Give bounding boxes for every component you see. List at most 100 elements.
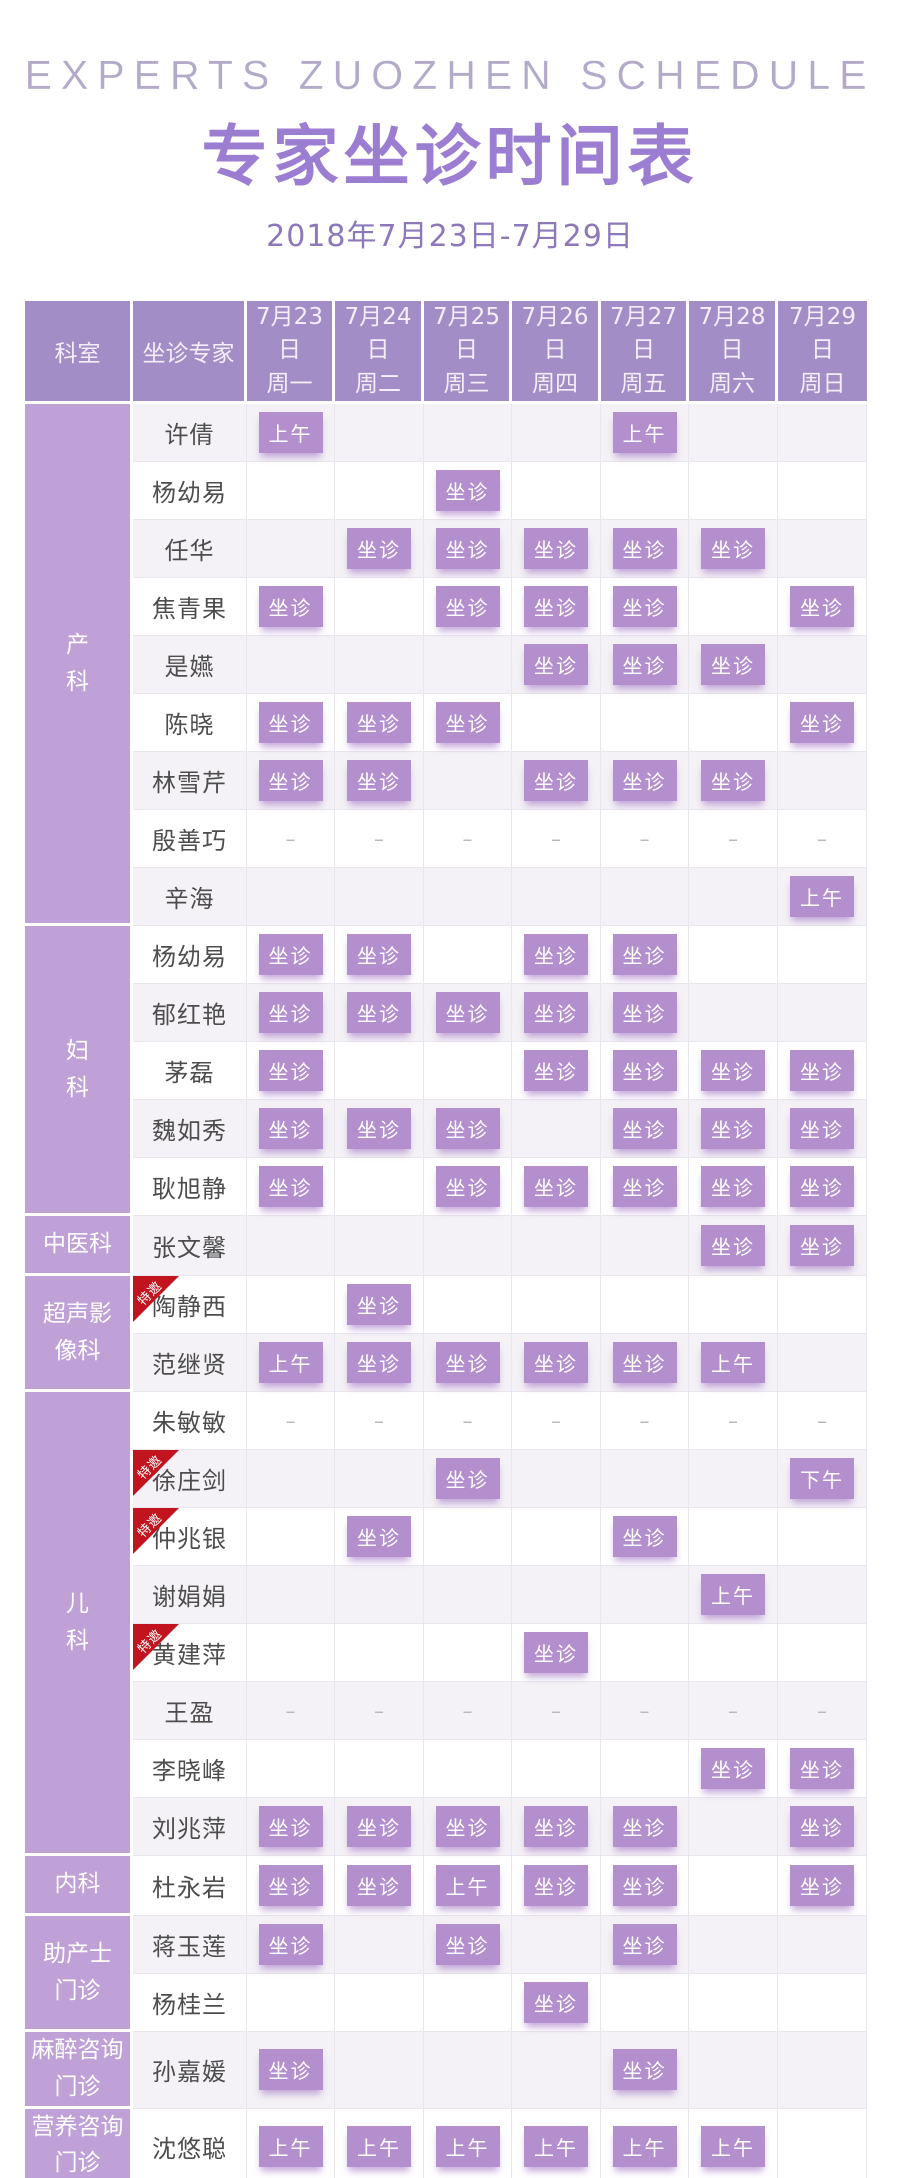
- session-badge: 坐诊: [524, 760, 588, 802]
- session-badge: 坐诊: [524, 934, 588, 976]
- english-title: EXPERTS ZUOZHEN SCHEDULE: [24, 52, 876, 98]
- schedule-row: 儿科朱敏敏 – – – – – – –: [25, 1392, 867, 1857]
- expert-name: 杨桂兰: [152, 1991, 227, 2020]
- schedule-cell: 坐诊: [424, 1158, 512, 1217]
- expert-name: 蒋玉莲: [152, 1933, 227, 1962]
- schedule-row: 内科 杜永岩 坐诊 坐诊 上午 坐诊 坐诊 坐诊: [25, 1856, 867, 1917]
- schedule-cell: [778, 984, 867, 1043]
- schedule-cell: [512, 462, 601, 521]
- schedule-cell: [247, 868, 335, 927]
- schedule-cell: –: [778, 1682, 867, 1741]
- schedule-cell: [512, 404, 601, 463]
- schedule-cell: –: [689, 1682, 778, 1741]
- session-badge: 坐诊: [612, 1108, 677, 1150]
- session-badge: 坐诊: [612, 586, 677, 628]
- schedule-cell: [335, 2032, 424, 2109]
- schedule-cell: –: [512, 1392, 601, 1451]
- session-badge: 坐诊: [701, 528, 765, 570]
- session-badge: 坐诊: [347, 1865, 411, 1907]
- session-badge: 坐诊: [524, 1166, 588, 1208]
- schedule-cell: [689, 404, 778, 463]
- schedule-cell: –: [601, 1682, 689, 1741]
- schedule-cell: 坐诊: [424, 578, 512, 637]
- day-header-weekday: 周日: [799, 370, 846, 397]
- schedule-cell: 坐诊: [778, 1158, 867, 1217]
- schedule-cell: 上午: [512, 2108, 601, 2178]
- schedule-cell: [689, 462, 778, 521]
- schedule-cell: [424, 404, 512, 463]
- special-invite-ribbon: 特邀: [133, 1508, 179, 1555]
- schedule-cell: [247, 1276, 335, 1335]
- department-label: 门诊: [54, 2150, 101, 2177]
- department-cell: 产科: [25, 404, 133, 927]
- schedule-cell: [512, 868, 601, 927]
- schedule-row: 超声影 像科 特邀 陶静西 坐诊: [25, 1276, 867, 1393]
- no-session-dash: –: [639, 826, 650, 851]
- day-header-weekday: 周三: [443, 370, 490, 397]
- session-badge: 上午: [790, 876, 854, 918]
- department-cell: 麻醉咨询 门诊: [25, 2032, 133, 2109]
- expert-name: 李晓峰: [152, 1757, 227, 1786]
- session-badge: 坐诊: [612, 1865, 677, 1907]
- day-header-date: 7月25日: [433, 304, 500, 364]
- schedule-cell: [424, 1042, 512, 1101]
- schedule-cell: [601, 1740, 689, 1799]
- schedule-cell: –: [247, 1392, 335, 1451]
- schedule-cell: [778, 752, 867, 811]
- schedule-cell: [335, 462, 424, 521]
- schedule-cell: [512, 1100, 601, 1159]
- expert-name-cell: 林雪芹: [133, 752, 247, 811]
- session-badge: 坐诊: [701, 1225, 765, 1267]
- special-invite-ribbon: 特邀: [133, 1450, 179, 1497]
- schedule-cell: [512, 1450, 601, 1509]
- session-badge: 上午: [612, 2125, 677, 2167]
- session-badge: 坐诊: [524, 1982, 588, 2024]
- day-header-6: 7月28日 周六: [689, 301, 778, 405]
- no-session-dash: –: [817, 1408, 827, 1433]
- schedule-cell: [512, 694, 601, 753]
- schedule-cell: 坐诊: [601, 752, 689, 811]
- schedule-cell: 坐诊: [424, 1334, 512, 1393]
- expert-name: 刘兆萍: [152, 1815, 227, 1844]
- department-label: 科: [66, 668, 89, 695]
- session-badge: 坐诊: [701, 760, 765, 802]
- schedule-row: 是嬿 坐诊 坐诊 坐诊: [25, 636, 867, 695]
- schedule-cell: [778, 1566, 867, 1625]
- department-cell: 助产士 门诊: [25, 1916, 133, 2033]
- schedule-cell: 坐诊: [424, 462, 512, 521]
- session-badge: 坐诊: [524, 992, 588, 1034]
- session-badge: 坐诊: [435, 470, 500, 512]
- schedule-row: 任华 坐诊 坐诊 坐诊 坐诊 坐诊: [25, 520, 867, 579]
- schedule-cell: 坐诊: [601, 1042, 689, 1101]
- expert-name-cell: 王盈: [133, 1682, 247, 1741]
- schedule-row: 助产士 门诊 蒋玉莲 坐诊 坐诊 坐诊: [25, 1916, 867, 2033]
- schedule-cell: 坐诊: [601, 926, 689, 985]
- header-department: 科室: [25, 301, 133, 405]
- expert-name-cell: 范继贤: [133, 1334, 247, 1393]
- schedule-cell: –: [424, 1682, 512, 1741]
- schedule-cell: [424, 1276, 512, 1335]
- schedule-row: 林雪芹 坐诊 坐诊 坐诊 坐诊 坐诊: [25, 752, 867, 811]
- session-badge: 坐诊: [612, 1924, 677, 1966]
- schedule-cell: [424, 1624, 512, 1683]
- no-session-dash: –: [551, 1698, 561, 1723]
- session-badge: 坐诊: [701, 1050, 765, 1092]
- no-session-dash: –: [462, 826, 473, 851]
- schedule-cell: [689, 694, 778, 753]
- header-row: 科室 坐诊专家 7月23日 周一 7月24日 周二 7月25日 周三 7月26日 周四 7月27…: [25, 301, 867, 405]
- expert-name: 张文馨: [152, 1234, 227, 1263]
- expert-name-cell: 郁红艳: [133, 984, 247, 1043]
- day-header-date: 7月26日: [521, 304, 589, 364]
- session-badge: 坐诊: [347, 528, 411, 570]
- session-badge: 坐诊: [258, 1166, 323, 1208]
- department-cell: 内科: [25, 1856, 133, 1917]
- schedule-cell: [247, 1508, 335, 1567]
- session-badge: 坐诊: [435, 528, 500, 570]
- expert-name: 魏如秀: [152, 1117, 227, 1146]
- schedule-cell: [512, 1216, 601, 1277]
- schedule-cell: [335, 636, 424, 695]
- schedule-cell: [247, 636, 335, 695]
- schedule-cell: 坐诊: [247, 1158, 335, 1217]
- no-session-dash: –: [639, 1698, 650, 1723]
